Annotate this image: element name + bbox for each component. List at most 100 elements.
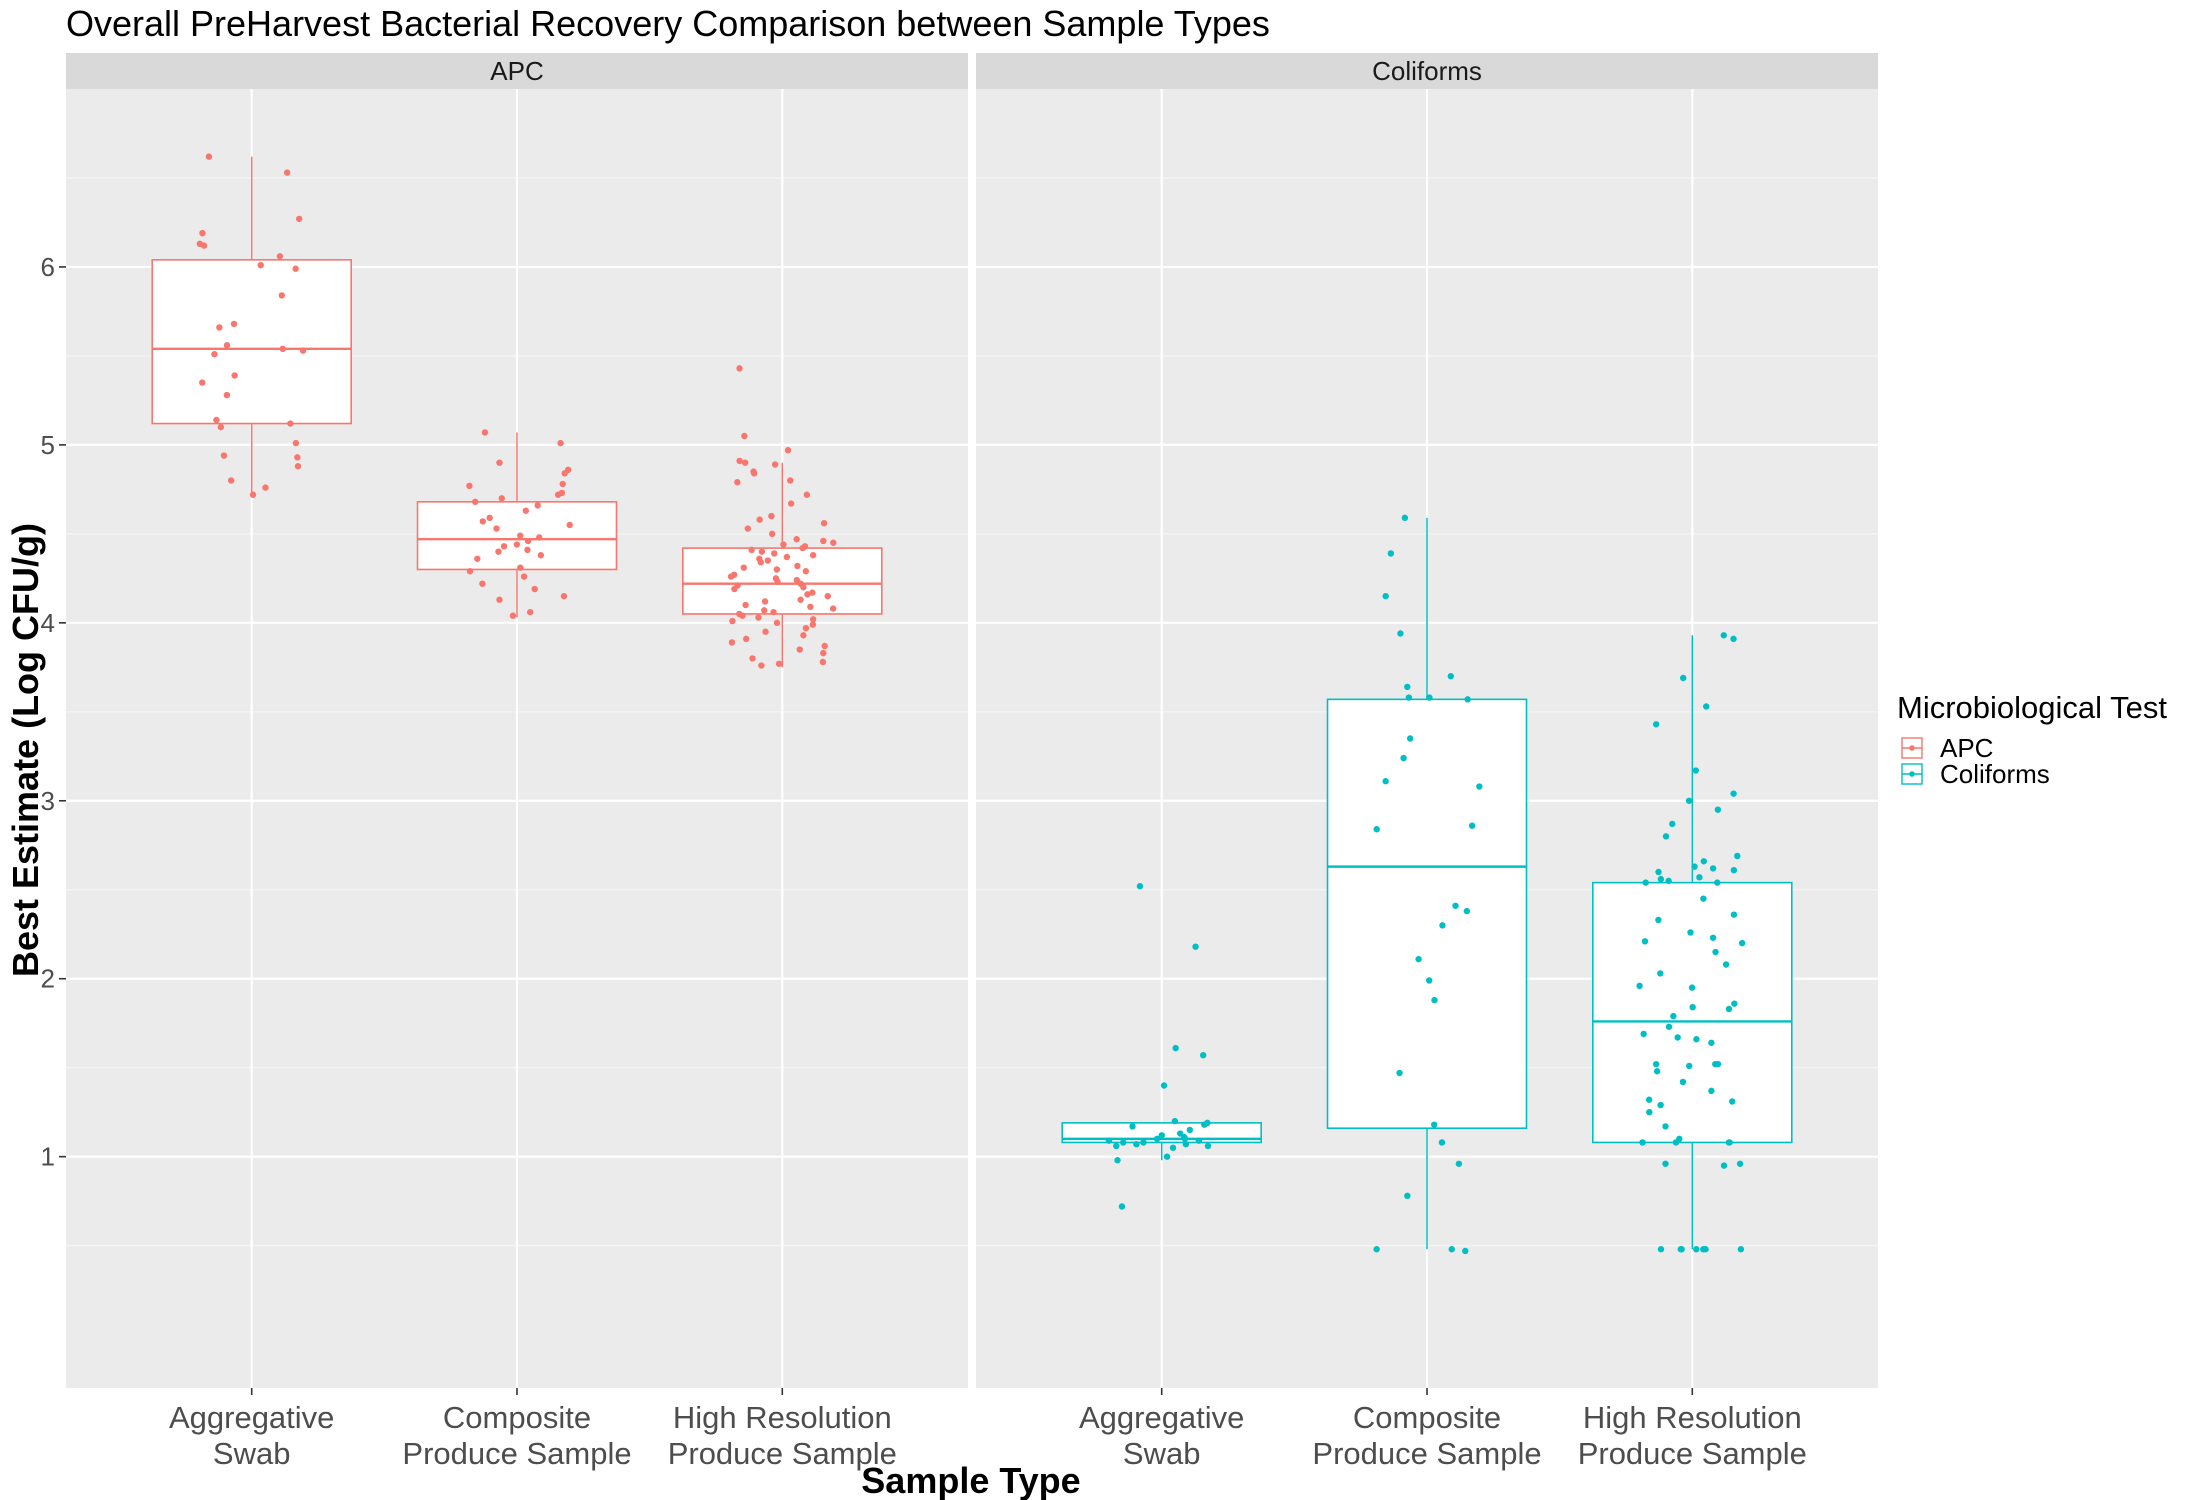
data-point <box>799 544 806 552</box>
data-point <box>217 423 225 431</box>
data-point <box>773 619 781 627</box>
data-point <box>566 521 573 529</box>
data-point <box>775 660 783 667</box>
box-coliforms-3 <box>1592 632 1793 1253</box>
data-point <box>727 573 735 580</box>
data-point <box>1703 703 1710 710</box>
data-point <box>770 608 777 616</box>
data-point <box>1672 1139 1680 1146</box>
data-point <box>1468 822 1476 829</box>
data-point <box>299 347 307 354</box>
data-point <box>1730 866 1738 874</box>
data-point <box>283 169 291 176</box>
data-point <box>1652 721 1660 728</box>
data-point <box>819 658 827 666</box>
data-point <box>1731 1000 1738 1007</box>
data-point <box>804 591 811 598</box>
legend-label: Coliforms <box>1940 759 2050 789</box>
data-point <box>1665 1023 1673 1030</box>
data-point <box>1160 1082 1168 1089</box>
x-tick-label-line: Aggregative <box>1079 1400 1244 1435</box>
data-point <box>794 562 801 570</box>
data-point <box>526 608 534 616</box>
data-point <box>768 512 775 520</box>
box-coliforms-2 <box>1326 514 1528 1255</box>
data-point <box>1720 632 1727 639</box>
box-apc-2 <box>416 429 618 619</box>
data-point <box>559 480 566 488</box>
data-point <box>1373 1246 1380 1253</box>
data-point <box>809 621 817 628</box>
data-point <box>509 612 517 619</box>
data-point <box>771 550 778 557</box>
x-tick-label-line: Swab <box>1123 1436 1201 1471</box>
x-tick-label-line: Produce Sample <box>402 1436 631 1471</box>
data-point <box>1448 1246 1455 1253</box>
data-point <box>796 646 803 653</box>
data-point <box>1455 1160 1463 1167</box>
data-point <box>1404 1192 1411 1200</box>
data-point <box>755 614 762 621</box>
data-point <box>784 447 792 454</box>
data-point <box>802 624 810 632</box>
data-point <box>1181 1135 1189 1143</box>
data-point <box>560 592 568 600</box>
data-point <box>557 439 564 447</box>
data-point <box>474 555 481 562</box>
data-point <box>1415 955 1422 963</box>
data-point <box>1382 592 1389 600</box>
data-point <box>479 580 486 587</box>
data-point <box>554 491 562 498</box>
data-point <box>736 457 743 465</box>
data-point <box>1639 1139 1646 1146</box>
y-tick-label: 3 <box>41 786 55 816</box>
data-point <box>802 568 810 575</box>
data-point <box>1679 1078 1687 1086</box>
data-point <box>768 530 776 538</box>
data-point <box>1186 1126 1194 1134</box>
data-point <box>1708 1087 1715 1095</box>
data-point <box>1404 683 1411 691</box>
data-point <box>731 585 738 593</box>
data-point <box>824 592 831 600</box>
legend-key-point <box>1909 745 1915 751</box>
y-tick-label: 1 <box>41 1142 55 1172</box>
data-point <box>276 253 284 260</box>
data-point <box>496 459 503 466</box>
data-point <box>771 461 779 468</box>
data-point <box>1726 1139 1733 1146</box>
data-point <box>1669 820 1676 828</box>
data-point <box>513 541 521 548</box>
y-tick-label: 5 <box>41 430 55 460</box>
legend-title: Microbiological Test <box>1897 690 2167 725</box>
data-point <box>1136 882 1144 890</box>
data-point <box>561 470 568 477</box>
data-point <box>1171 1117 1179 1125</box>
data-point <box>780 541 787 548</box>
box-apc-1 <box>151 153 352 498</box>
x-tick-label-line: Produce Sample <box>1578 1436 1807 1471</box>
data-point <box>1702 1246 1709 1253</box>
data-point <box>199 229 206 237</box>
data-point <box>1105 1137 1113 1144</box>
x-tick-label-line: Composite <box>443 1400 591 1435</box>
data-point <box>1642 879 1649 886</box>
data-point <box>205 153 213 160</box>
data-point <box>750 470 758 477</box>
data-point <box>1439 922 1446 929</box>
data-point <box>793 536 800 543</box>
data-point <box>1662 833 1670 840</box>
data-point <box>1153 1135 1161 1143</box>
data-point <box>1641 938 1649 945</box>
x-tick-label: Composite Produce Sample <box>402 1400 631 1471</box>
data-point <box>1438 1139 1446 1146</box>
y-tick-label: 6 <box>41 252 55 282</box>
data-point <box>296 215 303 223</box>
facet-panels: APC Coliforms <box>66 53 1878 1388</box>
data-point <box>1133 1141 1140 1148</box>
data-point <box>1406 735 1414 742</box>
data-point <box>1645 1096 1653 1103</box>
data-point <box>1201 1121 1208 1128</box>
data-point <box>1657 1101 1664 1109</box>
data-point <box>500 543 508 550</box>
